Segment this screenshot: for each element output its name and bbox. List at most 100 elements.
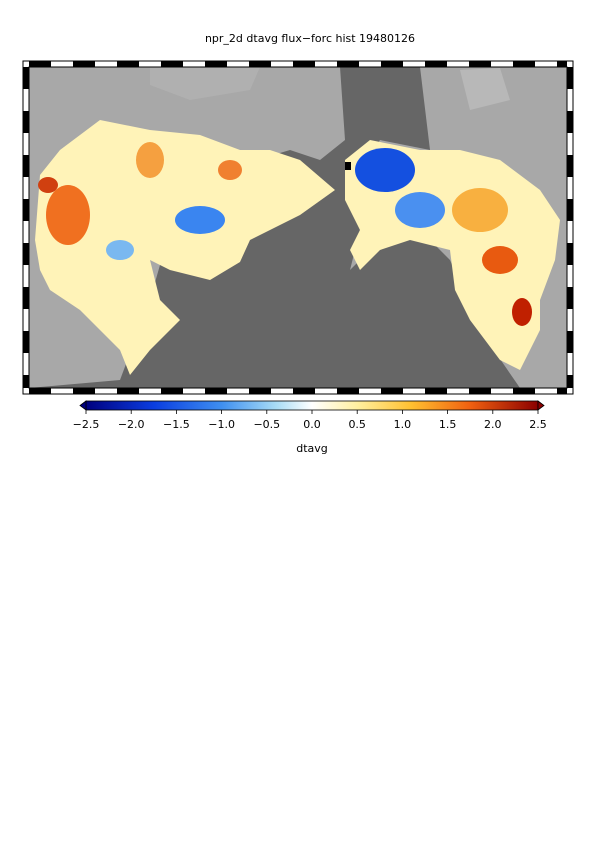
border-segment (161, 61, 183, 67)
colorbar-tick-label: 2.0 (484, 418, 502, 431)
data-field (345, 140, 560, 370)
border-segment (293, 61, 315, 67)
colorbar-label: dtavg (296, 442, 328, 455)
border-segment (139, 388, 161, 394)
border-segment (95, 388, 117, 394)
colorbar-tick-label: 2.5 (529, 418, 547, 431)
data-patch (395, 192, 445, 228)
border-segment (491, 388, 513, 394)
border-segment (535, 61, 557, 67)
border-segment (567, 133, 573, 155)
border-segment (29, 61, 51, 67)
border-segment (117, 388, 139, 394)
data-field (35, 120, 335, 375)
colorbar-tick-label: 1.0 (394, 418, 412, 431)
border-segment (23, 353, 29, 375)
border-segment (567, 111, 573, 133)
border-segment (23, 221, 29, 243)
border-segment (557, 388, 567, 394)
border-segment (567, 309, 573, 331)
border-segment (567, 221, 573, 243)
colorbar-extend (537, 400, 545, 411)
colorbar-tick-label: −2.5 (73, 418, 100, 431)
border-segment (513, 388, 535, 394)
border-segment (23, 199, 29, 221)
land (150, 67, 260, 100)
border-segment (403, 61, 425, 67)
data-patch (175, 206, 225, 234)
border-segment (51, 388, 73, 394)
border-segment (315, 61, 337, 67)
colorbar-extend (79, 400, 87, 411)
border-segment (513, 61, 535, 67)
data-patch (136, 142, 164, 178)
border-segment (567, 89, 573, 111)
border-segment (23, 331, 29, 353)
border-segment (271, 61, 293, 67)
border-segment (567, 155, 573, 177)
colorbar: −2.5 −2.0 −1.5 −1.0 −0.5 0.0 0.5 1.0 1.5 2.0 2.5 (73, 400, 547, 431)
border-segment (29, 388, 51, 394)
colorbar-tick-label: 0.0 (303, 418, 321, 431)
border-segment (117, 61, 139, 67)
border-segment (227, 61, 249, 67)
border-segment (183, 61, 205, 67)
border-segment (95, 61, 117, 67)
border-segment (359, 388, 381, 394)
border-segment (381, 388, 403, 394)
border-segment (447, 61, 469, 67)
colorbar-tick-label: −1.5 (163, 418, 190, 431)
border-segment (161, 388, 183, 394)
colorbar-tick-label: −0.5 (253, 418, 280, 431)
border-segment (337, 388, 359, 394)
border-segment (271, 388, 293, 394)
border-segment (51, 61, 73, 67)
border-segment (249, 388, 271, 394)
border-segment (469, 61, 491, 67)
border-segment (205, 61, 227, 67)
border-segment (567, 243, 573, 265)
data-patch (482, 246, 518, 274)
border-segment (337, 61, 359, 67)
border-segment (359, 61, 381, 67)
border-segment (227, 388, 249, 394)
border-segment (567, 375, 573, 388)
colorbar-body (85, 400, 539, 411)
border-segment (23, 375, 29, 388)
border-segment (381, 61, 403, 67)
border-segment (293, 388, 315, 394)
border-segment (23, 133, 29, 155)
border-segment (469, 388, 491, 394)
border-segment (23, 89, 29, 111)
border-segment (447, 388, 469, 394)
border-segment (567, 353, 573, 375)
border-segment (535, 388, 557, 394)
border-segment (139, 61, 161, 67)
border-segment (315, 388, 337, 394)
border-segment (23, 177, 29, 199)
border-segment (567, 199, 573, 221)
border-segment (23, 265, 29, 287)
border-segment (73, 61, 95, 67)
border-segment (557, 61, 567, 67)
border-segment (23, 243, 29, 265)
border-segment (23, 111, 29, 133)
border-segment (567, 67, 573, 89)
border-segment (425, 388, 447, 394)
data-patch (345, 162, 351, 170)
border-segment (183, 388, 205, 394)
data-patch (452, 188, 508, 232)
border-segment (403, 388, 425, 394)
border-segment (567, 265, 573, 287)
border-segment (491, 61, 513, 67)
colorbar-tick-label: −2.0 (118, 418, 145, 431)
border-segment (567, 177, 573, 199)
frame (28, 66, 568, 389)
data-patch (38, 177, 58, 193)
data-patch (512, 298, 532, 326)
colorbar-tick-label: 1.5 (439, 418, 457, 431)
colorbar-tick-label: 0.5 (348, 418, 366, 431)
border-segment (249, 61, 271, 67)
frame (22, 60, 574, 395)
